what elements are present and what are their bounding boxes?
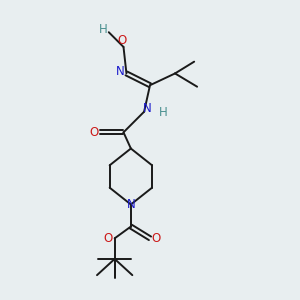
Text: H: H — [159, 106, 168, 119]
Text: N: N — [143, 102, 152, 115]
Text: O: O — [152, 232, 161, 245]
Text: O: O — [103, 232, 113, 245]
Text: N: N — [116, 65, 124, 79]
Text: O: O — [117, 34, 127, 47]
Text: H: H — [99, 23, 108, 36]
Text: N: N — [127, 198, 135, 211]
Text: O: O — [89, 126, 99, 139]
